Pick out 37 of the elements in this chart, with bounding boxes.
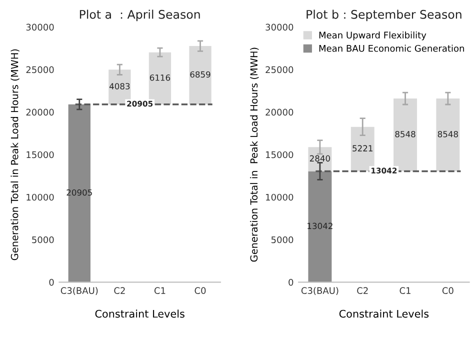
y-tick-label: 20000 <box>26 108 54 116</box>
x-tick-label: C1 <box>400 287 410 294</box>
chart-title: Plot a : April Season <box>80 10 200 22</box>
x-tick-label: C2 <box>114 287 125 294</box>
y-tick-label: 0 <box>288 278 294 286</box>
y-tick-label: 20000 <box>266 108 294 116</box>
y-tick-label: 15000 <box>26 151 54 158</box>
y-tick-label: 15000 <box>266 151 294 158</box>
y-tick-label: 0 <box>49 278 54 286</box>
data-label: 4083 <box>109 83 130 90</box>
y-tick-label: 30000 <box>26 24 54 31</box>
data-label: 5221 <box>352 145 372 152</box>
y-tick-label: 10000 <box>26 194 54 201</box>
data-label: 6116 <box>150 74 170 81</box>
data-label: 6859 <box>190 71 210 78</box>
data-label: 8548 <box>395 131 416 138</box>
y-tick-label: 25000 <box>26 66 54 74</box>
x-tick-label: C2 <box>357 287 368 294</box>
y-axis-title: Generation Total in Peak Load Hours (MWH) <box>10 49 20 260</box>
y-tick-label: 5000 <box>32 236 54 244</box>
legend-label: Mean Upward Flexibility <box>319 32 426 40</box>
y-axis-title: Generation Total in Peak Load Hours (MWH) <box>250 48 259 262</box>
legend-label: Mean BAU Economic Generation <box>319 44 464 52</box>
y-tick-label: 30000 <box>266 24 294 31</box>
x-tick-label: C3(BAU) <box>301 287 338 296</box>
x-tick-label: C0 <box>194 287 206 294</box>
x-axis-title: Constraint Levels <box>95 310 184 318</box>
x-tick-label: C0 <box>442 287 454 294</box>
y-tick-label: 10000 <box>266 194 294 201</box>
data-label: 2840 <box>310 155 330 162</box>
data-label: 8548 <box>438 131 458 138</box>
x-tick-label: C1 <box>154 287 166 294</box>
chart-title: Plot b : September Season <box>306 10 462 22</box>
x-tick-label: C3(BAU) <box>60 287 98 296</box>
x-axis-title: Constraint Levels <box>339 310 429 318</box>
y-tick-label: 25000 <box>266 66 294 74</box>
y-tick-label: 5000 <box>271 236 294 244</box>
